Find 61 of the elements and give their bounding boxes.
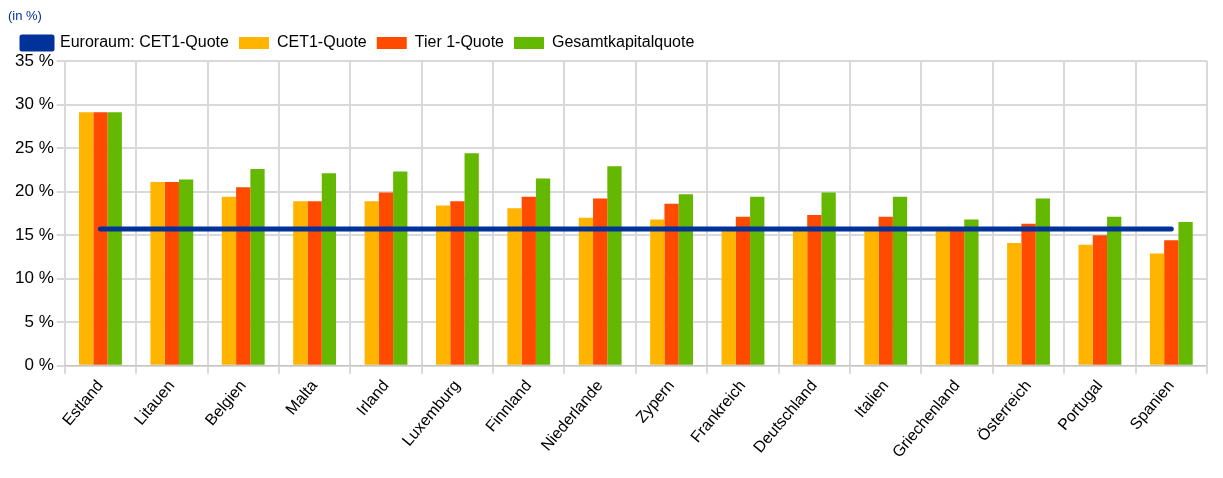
bar — [792, 230, 808, 365]
bar — [578, 217, 594, 365]
bar — [236, 187, 251, 365]
bar — [678, 194, 693, 365]
bar — [1021, 223, 1036, 365]
bar — [293, 201, 308, 365]
bar — [79, 112, 94, 365]
bar — [93, 112, 108, 365]
bar — [450, 201, 465, 365]
bar — [507, 208, 522, 365]
bar — [364, 201, 379, 365]
bar — [107, 112, 122, 365]
bar — [593, 198, 608, 365]
bar — [1178, 222, 1193, 365]
bar — [178, 179, 194, 365]
y-tick-label: 20 % — [15, 181, 54, 201]
legend-label: Tier 1-Quote — [414, 33, 505, 51]
y-tick-label: 30 % — [15, 94, 54, 114]
bar — [307, 201, 322, 365]
y-tick-label: 15 % — [15, 224, 54, 244]
bar — [435, 205, 451, 365]
bar — [664, 203, 679, 365]
y-tick-label: 10 % — [15, 268, 54, 288]
bar — [1035, 198, 1050, 365]
bar — [150, 182, 165, 365]
bar — [650, 219, 665, 365]
bar — [1164, 240, 1179, 365]
bar — [521, 196, 536, 365]
bar — [1149, 253, 1165, 365]
y-tick-label: 0 % — [24, 355, 54, 375]
bar — [750, 196, 765, 365]
bar — [821, 192, 836, 365]
bar — [393, 171, 408, 365]
bar — [164, 182, 179, 365]
bar — [721, 230, 736, 365]
bar — [878, 216, 893, 365]
y-tick-label: 5 % — [24, 311, 54, 331]
bar — [892, 196, 908, 365]
bar — [1107, 216, 1122, 365]
y-tick-label: 25 % — [15, 137, 54, 157]
legend-label: Gesamtkapitalquote — [551, 33, 695, 51]
legend-label: CET1-Quote — [276, 33, 367, 51]
bar — [807, 215, 822, 365]
bar — [949, 230, 965, 365]
bar — [1007, 242, 1022, 365]
bar — [321, 173, 337, 365]
text: (in %) — [8, 8, 43, 23]
bar — [935, 230, 950, 365]
bar — [535, 178, 551, 365]
bar — [1078, 244, 1093, 365]
bar — [464, 153, 479, 365]
bar — [964, 219, 979, 365]
y-tick-label: 35 % — [15, 50, 54, 70]
bar — [735, 216, 751, 365]
bar — [607, 166, 622, 365]
bar — [378, 192, 394, 365]
bar — [1092, 235, 1108, 365]
bar — [864, 230, 879, 365]
legend-label: Euroraum: CET1-Quote — [60, 33, 230, 51]
bar — [250, 168, 265, 365]
bar — [221, 196, 237, 365]
